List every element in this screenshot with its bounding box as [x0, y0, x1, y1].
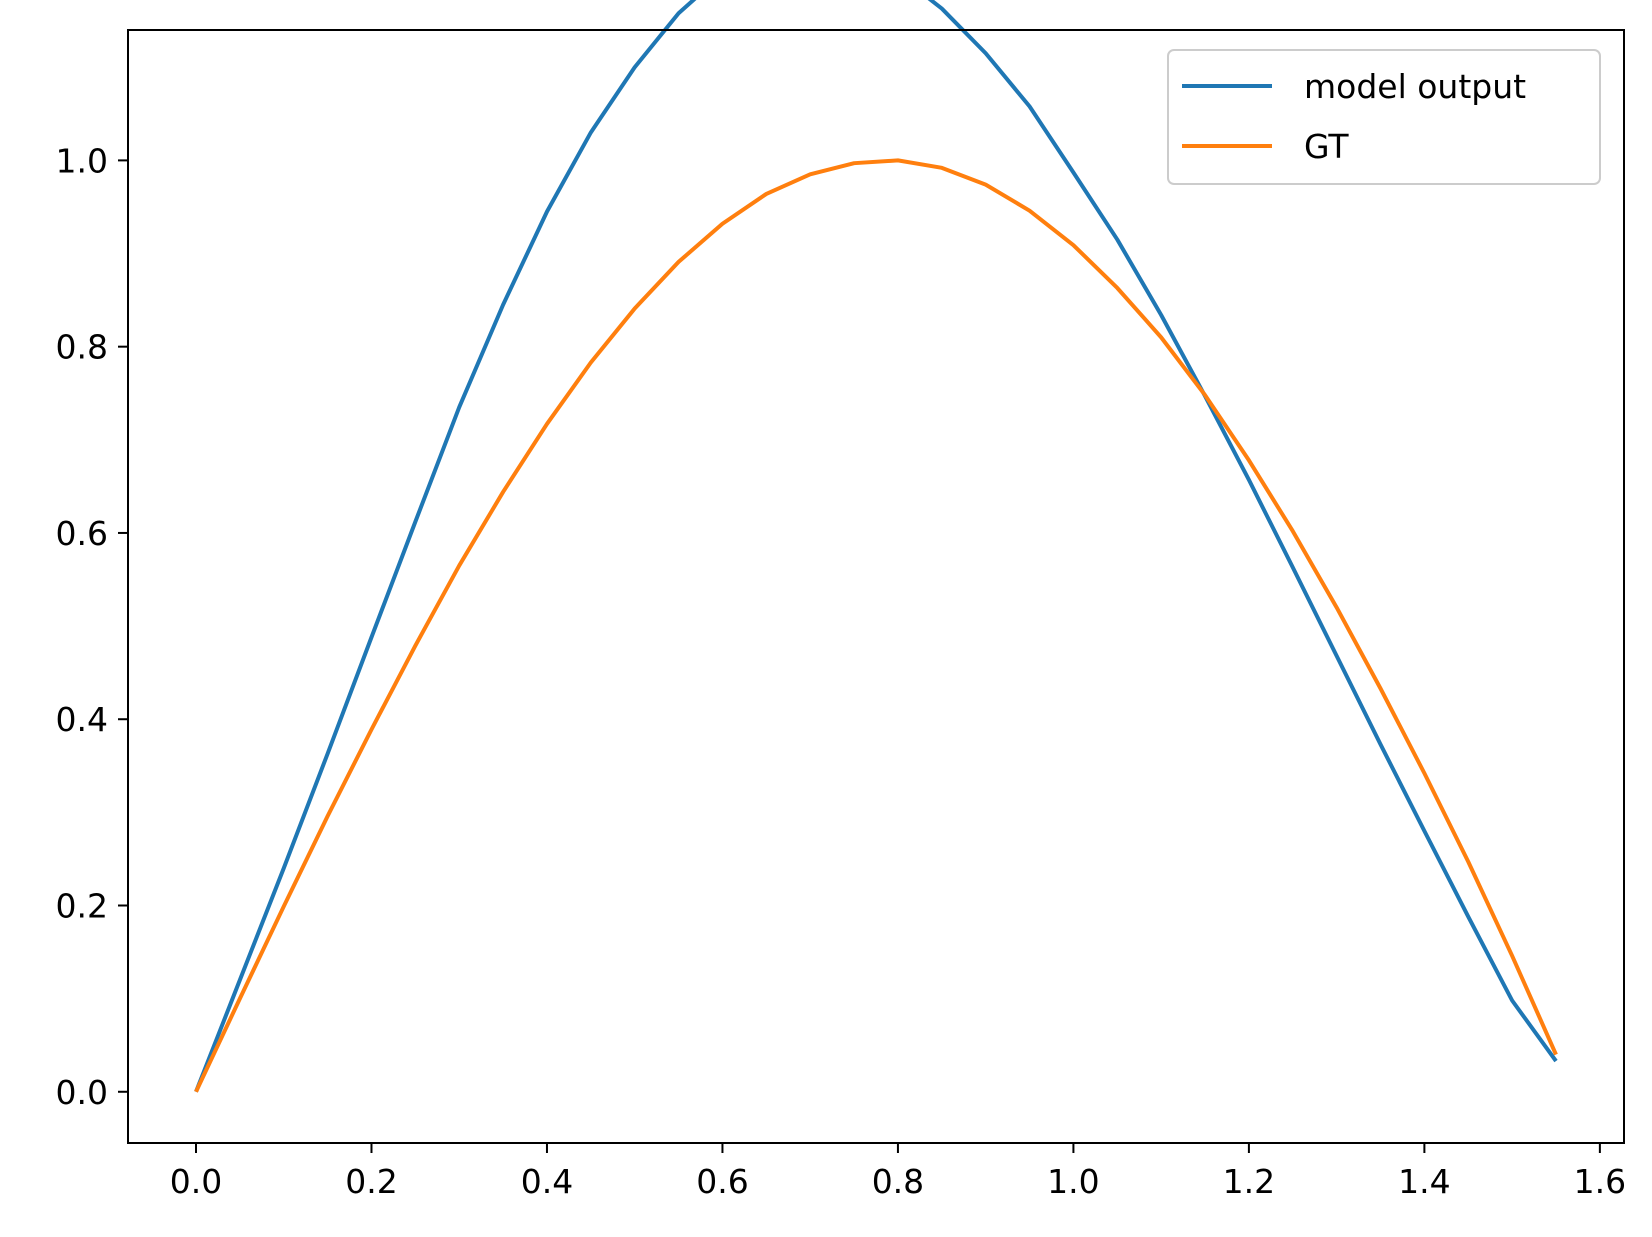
legend-frame	[1167, 49, 1601, 185]
y-tick-label: 0.2	[56, 886, 108, 925]
legend: model output GT	[1167, 49, 1601, 185]
series-line-0	[194, 0, 1558, 1093]
x-tick-label: 0.4	[521, 1162, 573, 1201]
y-tick-label: 1.0	[56, 141, 108, 180]
y-tick-label: 0.6	[56, 514, 108, 553]
y-tick-label: 0.0	[56, 1073, 108, 1112]
x-tick-label: 1.6	[1574, 1162, 1626, 1201]
series-layer	[194, 0, 1558, 1093]
x-tick-label: 0.6	[696, 1162, 748, 1201]
x-axis: 0.0 0.2 0.4 0.6 0.8 1.0 1.2 1.4 1.6	[170, 1143, 1626, 1201]
x-tick-label: 1.0	[1047, 1162, 1099, 1201]
y-tick-label: 0.8	[56, 328, 108, 367]
series-line-1	[194, 158, 1558, 1093]
x-tick-label: 1.4	[1398, 1162, 1450, 1201]
y-axis: 0.0 0.2 0.4 0.6 0.8 1.0	[56, 141, 128, 1112]
x-tick-label: 0.8	[872, 1162, 924, 1201]
x-tick-label: 0.2	[345, 1162, 397, 1201]
x-tick-label: 0.0	[170, 1162, 222, 1201]
plot-frame	[127, 29, 1625, 1144]
x-tick-label: 1.2	[1223, 1162, 1275, 1201]
legend-label-0: model output	[1304, 67, 1526, 106]
legend-label-1: GT	[1304, 127, 1349, 166]
y-tick-label: 0.4	[56, 700, 108, 739]
